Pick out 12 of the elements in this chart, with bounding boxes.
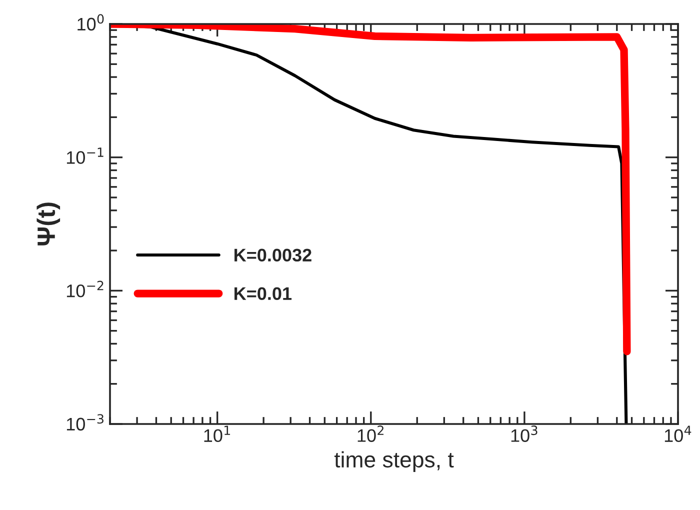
y-tick-label: 10$^{−3}$	[66, 414, 104, 431]
legend-label: K=0.0032	[234, 248, 312, 262]
y-tick-label: 10$^{−2}$	[66, 280, 104, 298]
x-tick-label: 10$^{1}$	[204, 426, 230, 442]
y-tick-label: 10$^{0}$	[78, 14, 104, 31]
x-tick-label: 10$^{2}$	[358, 426, 384, 442]
x-tick-label: 10$^{4}$	[664, 426, 692, 442]
y-tick-label: 10$^{−1}$	[66, 148, 104, 164]
y-axis-title: Ψ(t)	[36, 202, 60, 246]
x-axis-title: time steps, t	[334, 451, 454, 472]
legend-label: K=0.01	[234, 287, 292, 300]
x-tick-label: 10$^{3}$	[511, 426, 538, 442]
